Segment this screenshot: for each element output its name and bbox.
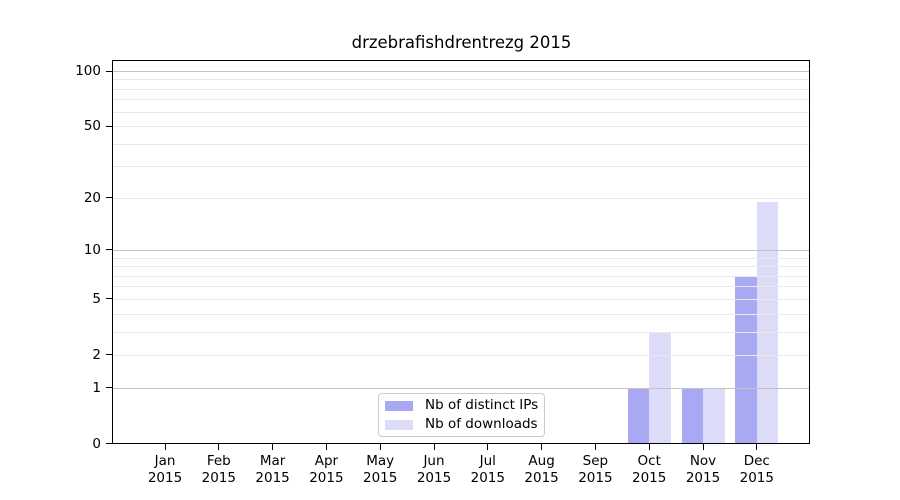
x-tick-month: Mar [259,452,286,469]
y-tick-label-2: 2 [92,346,101,363]
x-tick-month: Jan [154,452,176,469]
bar-distinct-ips-nov [681,387,703,443]
x-axis-tick [218,444,220,450]
x-tick-year: 2015 [685,469,721,486]
legend: Nb of distinct IPs Nb of downloads [378,393,545,437]
y-axis-tick [106,70,112,72]
gridline-minor [113,126,810,128]
x-tick-year: 2015 [524,469,559,486]
x-tick-month: Jun [423,452,445,469]
x-tick-month: Apr [314,452,339,469]
x-tick-month: Jul [479,452,496,469]
y-tick-label-50: 50 [83,118,101,135]
chart-title: drzebrafishdrentrezg 2015 [351,33,572,52]
x-tick-month: May [366,452,395,469]
gridline-minor [113,257,810,259]
x-tick-label-sep: Sep 2015 [568,453,622,487]
x-tick-year: 2015 [255,469,290,486]
legend-swatch-downloads [385,419,413,430]
gridline-minor [113,313,810,315]
y-axis-tick [106,125,112,127]
y-axis-tick [106,249,112,251]
x-tick-label-dec: Dec 2015 [730,453,784,487]
x-tick-label-may: May 2015 [353,453,407,487]
x-axis-tick [379,444,381,450]
y-axis-tick [106,354,112,356]
x-axis-tick [648,444,650,450]
y-axis-tick [106,443,112,444]
gridline-major [113,387,810,389]
y-tick-label-0: 0 [92,435,101,452]
x-tick-label-nov: Nov 2015 [676,453,730,487]
y-tick-label-1: 1 [92,379,101,396]
x-tick-year: 2015 [578,469,613,486]
y-axis-tick [106,387,112,389]
x-tick-year: 2015 [201,469,236,486]
x-tick-month: Oct [637,452,661,469]
legend-swatch-distinct-ips [385,400,413,411]
x-tick-year: 2015 [416,469,452,486]
gridline-major [113,249,810,251]
x-tick-year: 2015 [632,469,667,486]
x-axis-tick [272,444,274,450]
x-tick-month: Feb [206,452,231,469]
bar-distinct-ips-oct [627,387,650,443]
x-axis-tick [541,444,543,450]
x-tick-label-jun: Jun 2015 [407,453,461,487]
x-axis-tick [433,444,435,450]
legend-label-downloads: Nb of downloads [425,416,538,432]
y-tick-label-100: 100 [75,63,101,79]
y-tick-label-10: 10 [83,241,101,258]
x-axis-tick [164,444,166,450]
x-axis-tick [702,444,704,450]
x-tick-year: 2015 [470,469,505,486]
x-tick-year: 2015 [363,469,398,486]
gridline-minor [113,331,810,333]
gridline-minor [113,111,810,113]
gridline-minor [113,275,810,277]
gridline-minor [113,286,810,288]
gridline-minor [113,166,810,168]
x-tick-month: Sep [582,452,609,469]
bar-downloads-nov [703,387,725,443]
gridline-minor [113,354,810,356]
gridline-minor [113,79,810,81]
legend-label-distinct-ips: Nb of distinct IPs [425,397,539,413]
y-tick-label-20: 20 [83,189,101,206]
x-axis-tick [487,444,489,450]
x-tick-year: 2015 [739,469,774,486]
bar-downloads-dec [756,201,779,443]
x-tick-label-aug: Aug 2015 [515,453,569,487]
gridline-minor [113,266,810,268]
x-tick-label-apr: Apr 2015 [299,453,353,487]
x-tick-year: 2015 [147,469,183,486]
y-axis-tick [106,298,112,300]
y-tick-label-5: 5 [92,290,101,307]
legend-item-downloads: Nb of downloads [385,415,544,434]
gridline-minor [113,88,810,90]
bar-distinct-ips-dec [735,275,757,443]
x-tick-label-mar: Mar 2015 [246,453,300,487]
x-tick-label-jan: Jan 2015 [138,453,192,487]
x-axis-tick [756,444,758,450]
x-tick-year: 2015 [309,469,344,486]
legend-item-distinct-ips: Nb of distinct IPs [385,396,544,415]
gridline-minor [113,197,810,199]
gridline-minor [113,99,810,101]
x-tick-month: Aug [528,452,555,469]
gridline-major [113,71,810,72]
x-tick-label-feb: Feb 2015 [192,453,246,487]
x-tick-month: Nov [689,452,717,469]
x-axis-tick [594,444,596,450]
gridline-minor [113,143,810,145]
gridline-minor [113,298,810,300]
x-tick-label-oct: Oct 2015 [622,453,676,487]
plot-area [113,61,810,443]
x-tick-month: Dec [743,452,770,469]
y-axis-tick [106,197,112,199]
x-tick-label-jul: Jul 2015 [461,453,515,487]
x-axis-tick [325,444,327,450]
bar-downloads-oct [649,331,671,443]
